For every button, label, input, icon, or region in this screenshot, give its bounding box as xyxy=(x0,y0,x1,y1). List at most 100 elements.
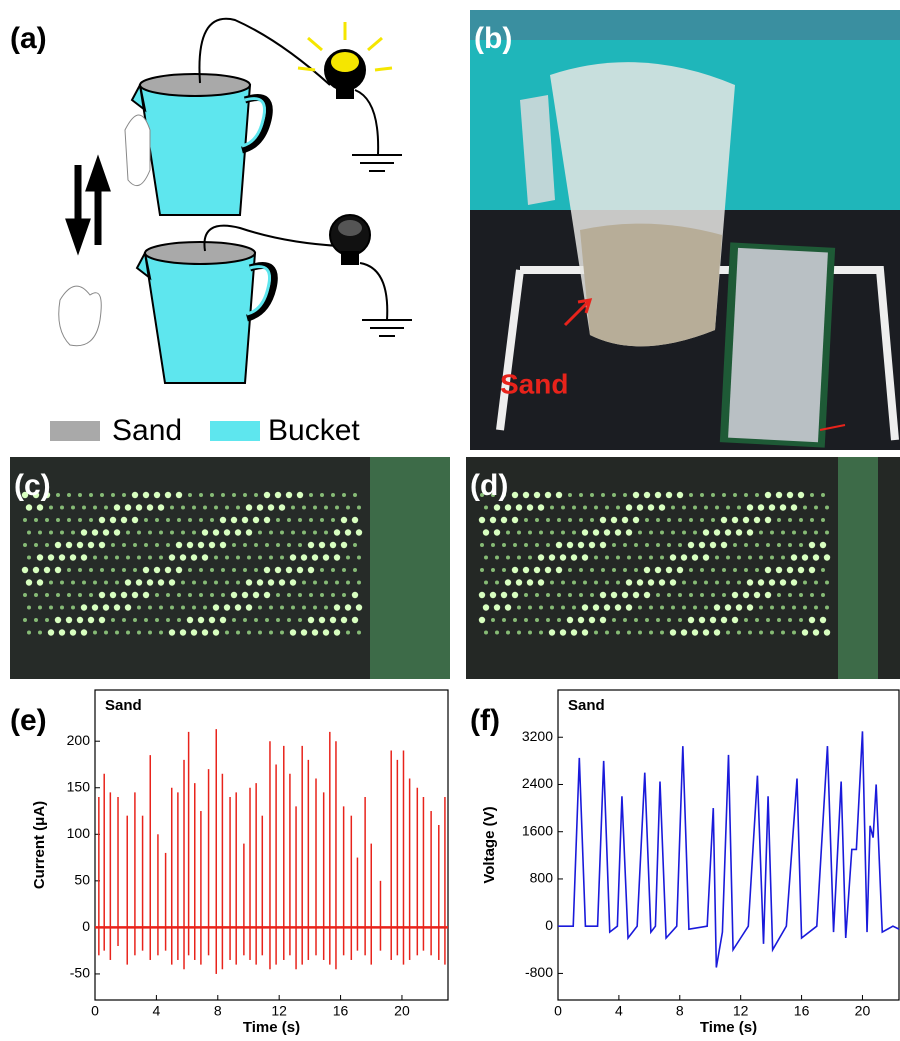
led xyxy=(334,529,340,535)
led xyxy=(177,518,181,522)
led xyxy=(27,631,31,635)
y-tick-label: 100 xyxy=(67,825,91,841)
led xyxy=(77,617,83,623)
led xyxy=(776,567,782,573)
led xyxy=(133,568,137,572)
led xyxy=(210,493,214,497)
led xyxy=(803,506,807,510)
led xyxy=(479,517,485,523)
led xyxy=(346,581,350,585)
annotation: Sand xyxy=(105,697,142,714)
x-tick-label: 4 xyxy=(152,1003,160,1019)
led xyxy=(788,518,792,522)
led xyxy=(214,556,218,560)
led xyxy=(670,629,676,635)
led xyxy=(104,581,108,585)
led xyxy=(703,529,709,535)
led xyxy=(710,617,716,623)
led xyxy=(572,606,576,610)
led xyxy=(104,556,108,560)
led xyxy=(147,579,153,585)
led xyxy=(535,518,539,522)
led xyxy=(506,531,510,535)
led xyxy=(147,504,153,510)
led xyxy=(480,543,484,547)
led xyxy=(670,554,676,560)
led xyxy=(689,493,693,497)
led xyxy=(93,631,97,635)
led xyxy=(502,568,506,572)
led xyxy=(777,518,781,522)
y-tick-label: -800 xyxy=(525,964,553,980)
led xyxy=(512,592,518,598)
led xyxy=(67,568,71,572)
led xyxy=(44,567,50,573)
led xyxy=(648,579,654,585)
led xyxy=(523,492,529,498)
led xyxy=(611,592,617,598)
led xyxy=(122,618,126,622)
led xyxy=(331,593,335,597)
led xyxy=(126,531,130,535)
led xyxy=(34,543,38,547)
led xyxy=(231,592,237,598)
led xyxy=(100,568,104,572)
led xyxy=(809,617,815,623)
led xyxy=(60,531,64,535)
led xyxy=(89,568,93,572)
led xyxy=(34,518,38,522)
led xyxy=(187,542,193,548)
led xyxy=(236,581,240,585)
led xyxy=(681,554,687,560)
led xyxy=(67,593,71,597)
led xyxy=(765,567,771,573)
led xyxy=(225,631,229,635)
led xyxy=(23,618,27,622)
led xyxy=(192,606,196,610)
led xyxy=(291,606,295,610)
led xyxy=(313,606,317,610)
led xyxy=(313,506,317,510)
led xyxy=(645,618,649,622)
x-tick-label: 8 xyxy=(676,1003,684,1019)
led xyxy=(313,581,317,585)
led xyxy=(722,493,726,497)
led xyxy=(169,554,175,560)
led xyxy=(159,631,163,635)
led xyxy=(715,581,719,585)
led xyxy=(781,531,785,535)
led xyxy=(803,531,807,535)
led xyxy=(170,531,174,535)
led xyxy=(748,631,752,635)
led xyxy=(711,593,715,597)
led xyxy=(37,579,43,585)
led xyxy=(166,618,170,622)
led xyxy=(23,518,27,522)
led xyxy=(92,529,98,535)
led xyxy=(181,531,185,535)
led xyxy=(604,604,610,610)
led xyxy=(280,556,284,560)
led xyxy=(638,556,642,560)
led xyxy=(243,568,247,572)
led xyxy=(56,518,60,522)
led xyxy=(121,517,127,523)
led xyxy=(600,517,606,523)
led xyxy=(276,543,280,547)
led xyxy=(110,517,116,523)
led xyxy=(744,618,748,622)
led xyxy=(484,556,488,560)
led xyxy=(191,554,197,560)
led xyxy=(93,506,97,510)
led xyxy=(678,618,682,622)
led xyxy=(737,631,741,635)
led xyxy=(743,517,749,523)
led xyxy=(92,604,98,610)
led xyxy=(275,567,281,573)
led xyxy=(733,493,737,497)
led xyxy=(660,556,664,560)
led xyxy=(236,506,240,510)
led xyxy=(320,593,324,597)
led xyxy=(99,517,105,523)
legend-label: Bucket xyxy=(268,414,360,447)
